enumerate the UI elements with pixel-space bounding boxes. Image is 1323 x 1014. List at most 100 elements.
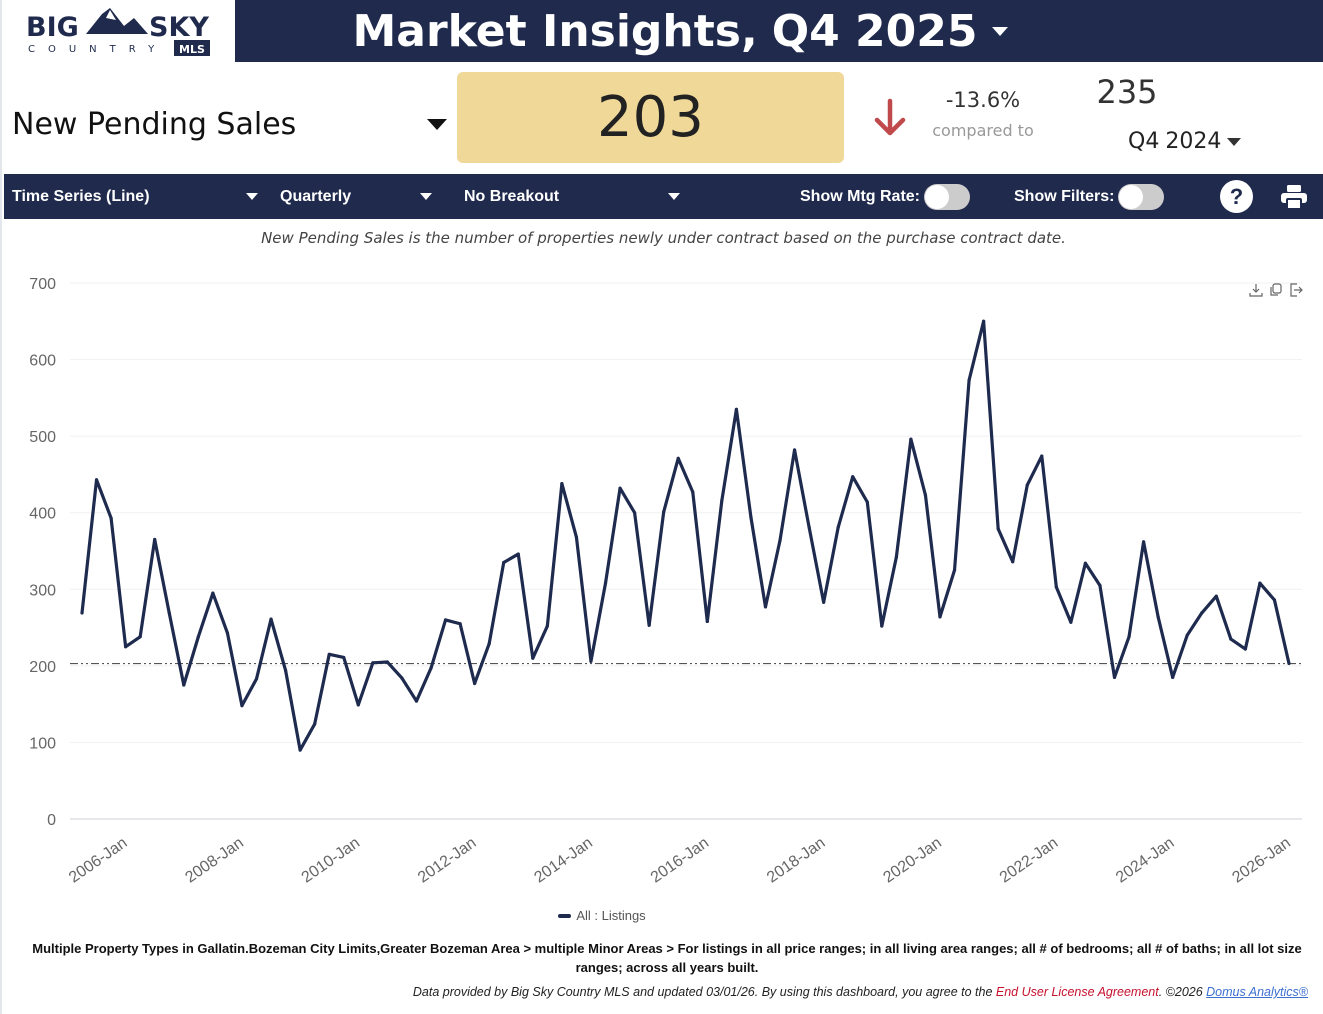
x-tick-label: 2014-Jan (531, 834, 595, 886)
metric-dropdown[interactable]: New Pending Sales (12, 102, 447, 146)
data-point (167, 611, 171, 615)
data-point (1214, 594, 1218, 598)
data-point (531, 656, 535, 660)
y-tick-label: 200 (29, 659, 56, 676)
data-point (138, 635, 142, 639)
data-point (807, 525, 811, 529)
data-point (822, 600, 826, 604)
filters-toggle[interactable] (1118, 183, 1165, 210)
help-icon[interactable]: ? (1220, 180, 1253, 213)
logo: BIG SKY COUNTRY MLS (2, 0, 235, 62)
data-point (458, 622, 462, 626)
x-tick-label: 2006-Jan (66, 834, 130, 886)
period-selector[interactable]: Market Insights, Q4 2025 (235, 0, 1035, 62)
x-tick-label: 2020-Jan (880, 834, 944, 886)
data-point (342, 655, 346, 660)
data-point (952, 568, 957, 572)
period-value: Q4 2025 (771, 5, 978, 57)
download-icon[interactable] (1249, 283, 1263, 297)
interval-dropdown[interactable]: Quarterly (280, 174, 432, 219)
copyright-text: . ©2026 (1158, 985, 1207, 999)
data-point (633, 511, 637, 515)
data-point (385, 660, 389, 664)
data-point (909, 437, 913, 441)
data-point (400, 676, 404, 680)
eula-link[interactable]: End User License Agreement (995, 985, 1159, 999)
data-point (691, 490, 695, 494)
data-point (1098, 583, 1102, 588)
data-point (1287, 661, 1291, 666)
mtg-rate-toggle-group: Show Mtg Rate: (800, 174, 970, 219)
metric-description: New Pending Sales is the number of prope… (261, 229, 1066, 247)
y-tick-label: 600 (29, 353, 56, 370)
header-bar (235, 0, 1323, 62)
data-point (1200, 611, 1204, 615)
metric-name: New Pending Sales (12, 106, 297, 142)
svg-text:BIG: BIG (26, 12, 79, 43)
breakout-dropdown[interactable]: No Breakout (464, 174, 680, 219)
svg-text:COUNTRY: COUNTRY (28, 44, 167, 55)
data-point (880, 624, 884, 628)
caret-down-icon (420, 193, 432, 200)
data-point (1185, 633, 1189, 637)
data-point (182, 683, 186, 687)
chart-legend[interactable]: All : Listings (2, 908, 1202, 923)
data-point (1112, 675, 1117, 679)
data-point (560, 482, 564, 486)
data-point (1258, 581, 1262, 585)
previous-value: 235 (1096, 73, 1158, 111)
x-tick-label: 2012-Jan (415, 834, 479, 886)
copy-icon[interactable] (1269, 283, 1283, 297)
data-point (502, 560, 506, 565)
data-point (240, 704, 244, 708)
data-point (1069, 620, 1073, 624)
data-point (865, 500, 869, 504)
page-title: Market Insights, (352, 5, 758, 57)
data-point (487, 642, 491, 646)
data-point (356, 703, 360, 707)
chart-tools (1249, 283, 1303, 297)
domus-link[interactable]: Domus Analytics® (1206, 985, 1308, 999)
y-tick-label: 100 (29, 735, 56, 752)
compare-period-dropdown[interactable]: Q4 2024 (1128, 129, 1242, 154)
data-point (124, 645, 128, 649)
svg-text:SKY: SKY (149, 12, 209, 43)
data-point (982, 319, 986, 323)
data-point (109, 516, 113, 520)
y-tick-label: 500 (29, 429, 56, 446)
data-point (80, 611, 84, 615)
series-line-all-listings (80, 319, 1291, 752)
data-point (94, 478, 99, 482)
x-tick-label: 2010-Jan (299, 834, 363, 886)
compare-quarter: Q4 (1128, 129, 1160, 154)
x-tick-label: 2026-Jan (1229, 834, 1293, 886)
data-point (967, 378, 971, 382)
interval-label: Quarterly (280, 187, 352, 205)
printer-icon[interactable] (1280, 184, 1308, 210)
data-point (1083, 561, 1088, 565)
data-point (836, 525, 840, 529)
mtg-rate-toggle[interactable] (924, 183, 970, 210)
caret-down-icon (1227, 137, 1242, 146)
data-point (618, 486, 622, 490)
chart-type-dropdown[interactable]: Time Series (Line) (12, 174, 258, 219)
data-point (443, 618, 448, 622)
data-point (574, 535, 579, 539)
compare-year: 2024 (1165, 129, 1222, 154)
data-point (938, 615, 942, 619)
export-icon[interactable] (1289, 283, 1303, 297)
data-point (1141, 540, 1146, 544)
filter-summary: Multiple Property Types in Gallatin.Boze… (32, 941, 1302, 975)
y-tick-label: 400 (29, 506, 56, 523)
data-point (1156, 615, 1160, 619)
caret-down-icon (668, 193, 680, 200)
data-point (603, 581, 608, 585)
caret-down-icon (246, 193, 258, 200)
caret-down-icon (427, 118, 447, 130)
data-point (283, 668, 288, 673)
legend-swatch (558, 913, 572, 918)
x-tick-label: 2022-Jan (997, 834, 1061, 886)
x-tick-label: 2018-Jan (764, 834, 828, 886)
data-point (720, 498, 724, 503)
data-point (705, 619, 709, 624)
